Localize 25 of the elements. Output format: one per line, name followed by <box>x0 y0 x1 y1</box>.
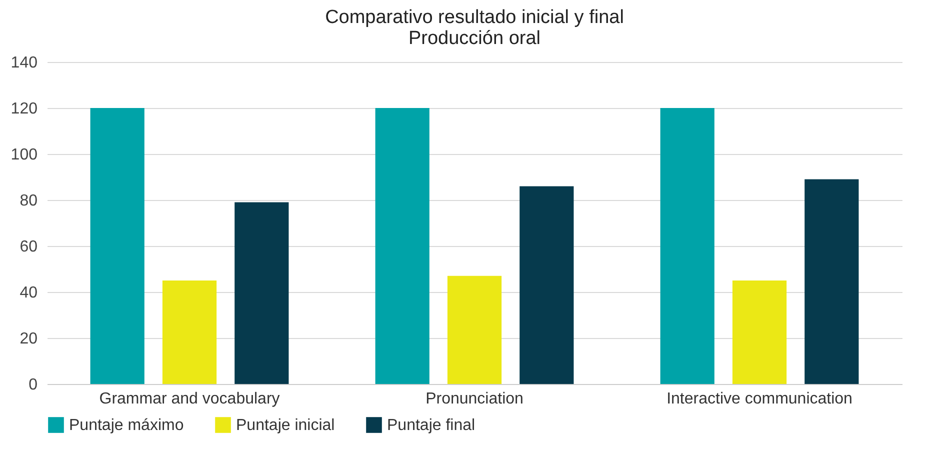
x-tick-label: Interactive communication <box>666 390 852 408</box>
text: Comparativo resultado inicial y final <box>325 7 624 28</box>
x-tick-label: Grammar and vocabulary <box>99 390 280 408</box>
y-tick-label: 40 <box>20 284 38 302</box>
x-tick-label: Pronunciation <box>426 390 524 408</box>
text: Producción oral <box>408 28 541 49</box>
y-tick-label: 20 <box>20 330 38 348</box>
y-tick-label: 80 <box>20 192 38 210</box>
y-tick-label: 100 <box>10 146 38 164</box>
y-tick-label: 140 <box>10 54 38 72</box>
bar <box>447 276 502 384</box>
bar <box>732 280 787 384</box>
bar <box>90 108 144 384</box>
y-tick-label: 60 <box>20 238 38 256</box>
y-tick-label: 0 <box>28 376 38 394</box>
bar <box>375 108 430 384</box>
legend-label: Puntaje final <box>387 417 476 434</box>
y-tick-label: 120 <box>10 100 38 118</box>
bar <box>804 179 859 384</box>
bar <box>234 202 289 384</box>
bar <box>660 108 714 384</box>
bar <box>162 280 217 384</box>
bar <box>520 186 574 384</box>
legend-label: Puntaje máximo <box>69 417 184 434</box>
legend-label: Puntaje inicial <box>236 417 335 434</box>
